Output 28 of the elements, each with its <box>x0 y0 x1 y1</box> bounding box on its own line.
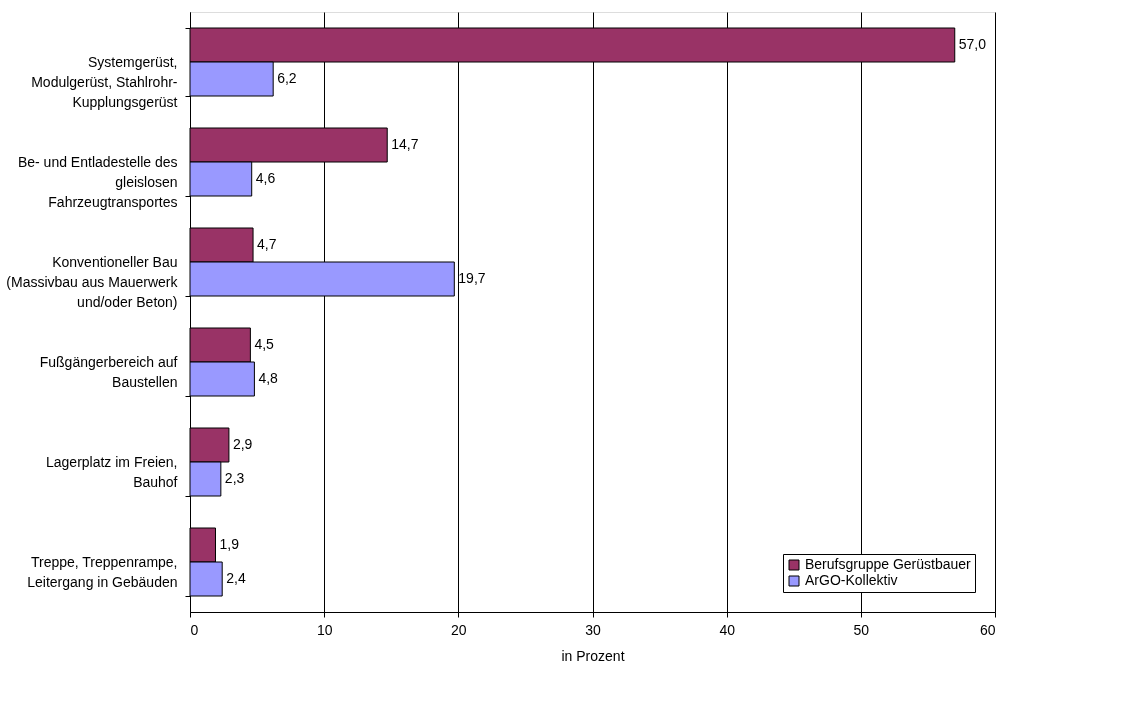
x-tick-label: 50 <box>853 621 870 638</box>
data-label: 2,3 <box>224 470 245 486</box>
y-tick-label: Fußgängerbereich auf Baustellen <box>39 353 178 390</box>
x-tick-label: 40 <box>719 621 736 638</box>
x-tick-label: 10 <box>316 621 333 638</box>
y-tick-label: Systemgerüst, Modulgerüst, Stahlrohr- Kupplungsgerüst <box>31 53 178 110</box>
y-tick-label: Lagerplatz im Freien, Bauhof <box>45 453 178 490</box>
data-label: 2,9 <box>232 436 253 452</box>
data-label: 4,6 <box>255 170 276 186</box>
legend-label: ArGO-Kollektiv <box>805 572 898 588</box>
data-label: 2,4 <box>226 570 246 586</box>
x-tick-label: 30 <box>585 621 601 638</box>
data-label: 4,5 <box>254 336 275 352</box>
x-tick-label: 0 <box>190 621 199 638</box>
data-label: 57,0 <box>958 36 987 52</box>
x-tick-label: 60 <box>979 621 996 638</box>
legend-label: Berufsgruppe Gerüstbauer <box>805 556 972 572</box>
data-label: 6,2 <box>277 70 297 86</box>
data-label: 14,7 <box>391 136 419 152</box>
x-tick-label: 20 <box>451 621 467 638</box>
y-tick-label: Konventioneller Bau (Massivbau aus Mauerwerk und/oder Beton) <box>6 253 179 310</box>
x-axis-title: in Prozent <box>561 647 625 664</box>
y-tick-label: Be- und Entladestelle des gleislosen Fahrzeugtransportes <box>17 153 178 210</box>
data-label: 4,8 <box>258 370 279 386</box>
data-label: 1,9 <box>219 536 240 552</box>
y-tick-label: Treppe, Treppenrampe, Leitergang in Gebäuden <box>27 553 178 590</box>
data-label: 19,7 <box>458 270 486 286</box>
data-label: 4,7 <box>257 236 277 252</box>
